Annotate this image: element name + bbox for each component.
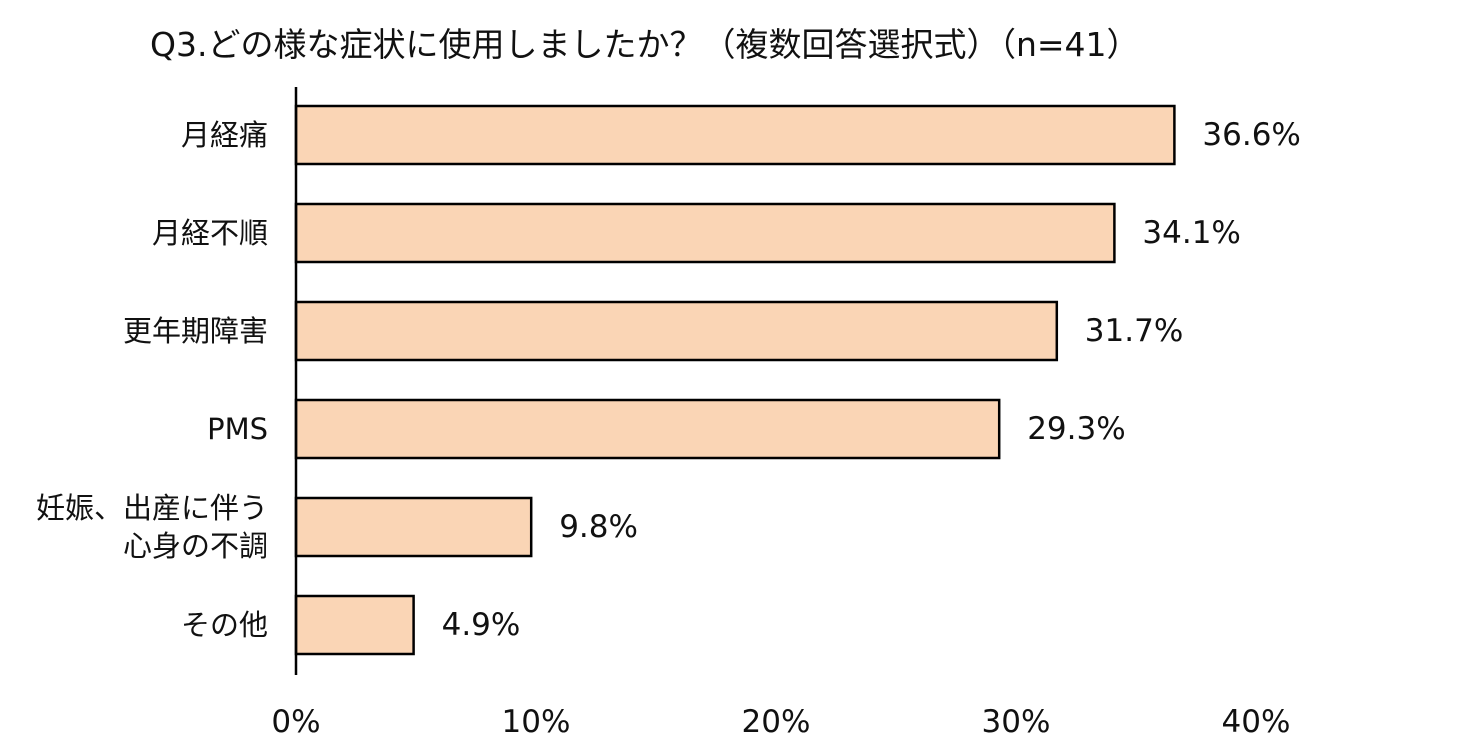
bar [294, 496, 533, 558]
x-tick-label: 0% [271, 704, 320, 740]
data-label: 34.1% [1142, 215, 1240, 251]
bar [294, 104, 1176, 166]
category-label: 妊娠、出産に伴う [36, 491, 268, 525]
data-label: 4.9% [442, 607, 521, 643]
bar [294, 398, 1001, 460]
bar [294, 300, 1059, 362]
bar [294, 594, 415, 656]
x-tick-label: 10% [502, 704, 571, 740]
category-label: 心身の不調 [123, 529, 268, 563]
category-label: 月経痛 [181, 118, 268, 152]
data-label: 31.7% [1085, 313, 1183, 349]
category-label: 更年期障害 [123, 314, 268, 348]
x-tick-label: 20% [742, 704, 811, 740]
x-tick-label: 30% [982, 704, 1051, 740]
x-tick-label: 40% [1222, 704, 1291, 740]
data-label: 36.6% [1202, 117, 1300, 153]
category-label: その他 [181, 608, 268, 642]
chart-title: Q3.どの様な症状に使用しましたか？（複数回答選択式）（n=41） [150, 25, 1140, 64]
data-label: 9.8% [559, 509, 638, 545]
category-label: 月経不順 [152, 216, 268, 250]
category-label: PMS [207, 412, 268, 446]
bar [294, 202, 1116, 264]
data-label: 29.3% [1027, 411, 1125, 447]
